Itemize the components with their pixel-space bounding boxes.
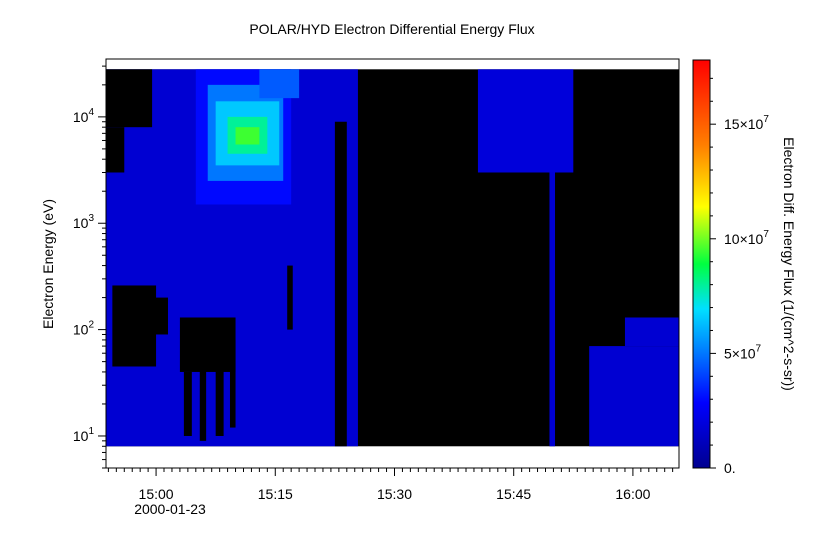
flux-cell	[477, 69, 574, 173]
y-tick-base: 10	[73, 322, 89, 338]
y-tick-base: 10	[73, 215, 89, 231]
y-tick-base: 10	[73, 109, 89, 125]
colorbar-tick-mant: 15	[724, 116, 740, 132]
y-tick-label: 102	[73, 320, 95, 338]
colorbar-tick-label: 0.	[724, 460, 736, 476]
flux-gap-cell	[287, 265, 293, 330]
x-tick-label: 15:00	[139, 486, 174, 502]
y-tick-label: 101	[73, 426, 95, 444]
colorbar-tick-label: 15×107	[724, 114, 769, 132]
colorbar-tick-mant: 5	[724, 345, 732, 361]
colorbar-tick-mul: ×10	[732, 345, 756, 361]
flux-gap-cell	[215, 361, 224, 436]
flux-gap-cell	[229, 339, 236, 428]
y-tick-exp: 1	[88, 426, 94, 437]
x-axis-date: 2000-01-23	[134, 501, 206, 517]
x-tick-label: 16:00	[615, 486, 650, 502]
flux-cell	[259, 69, 300, 99]
colorbar-tick-label: 10×107	[724, 229, 769, 247]
colorbar-tick-mul: ×10	[740, 116, 764, 132]
y-tick-base: 10	[73, 428, 89, 444]
colorbar-tick-exp: 7	[763, 229, 769, 240]
colorbar-tick-exp: 7	[756, 343, 762, 354]
y-tick-exp: 3	[88, 213, 94, 224]
flux-gap-cell	[106, 127, 125, 173]
colorbar-label: Electron Diff. Energy Flux (1/(cm^2-s-sr…	[781, 137, 797, 391]
flux-cell	[624, 317, 679, 347]
chart-title: POLAR/HYD Electron Differential Energy F…	[249, 21, 534, 37]
plot-frame	[105, 58, 680, 469]
flux-gap-cell	[183, 371, 192, 436]
heatmap-cells	[106, 69, 679, 447]
y-tick-exp: 4	[88, 107, 94, 118]
colorbar-tick-mant: 10	[724, 231, 740, 247]
plot-area	[106, 59, 679, 468]
colorbar	[692, 59, 711, 469]
x-tick-label: 15:15	[258, 486, 293, 502]
x-tick-label: 15:45	[496, 486, 531, 502]
y-tick-label: 104	[73, 107, 95, 125]
flux-cell	[589, 346, 679, 447]
y-tick-exp: 2	[88, 320, 94, 331]
flux-gap-cell	[334, 121, 347, 447]
flux-gap-cell	[106, 69, 153, 128]
flux-gap-cell	[199, 353, 207, 441]
x-tick-label: 15:30	[377, 486, 412, 502]
colorbar-tick-label: 5×107	[724, 343, 762, 361]
flux-gap-cell	[148, 297, 168, 335]
colorbar-tick-mul: ×10	[740, 231, 764, 247]
y-tick-label: 103	[73, 213, 95, 231]
y-axis-label: Electron Energy (eV)	[40, 199, 56, 329]
flux-cell	[235, 127, 260, 145]
colorbar-tick-exp: 7	[763, 114, 769, 125]
flux-gap-cell	[179, 317, 236, 372]
x-axis: 15:00 15:15 15:30 15:45 16:00	[107, 468, 674, 502]
flux-cell	[549, 172, 556, 447]
